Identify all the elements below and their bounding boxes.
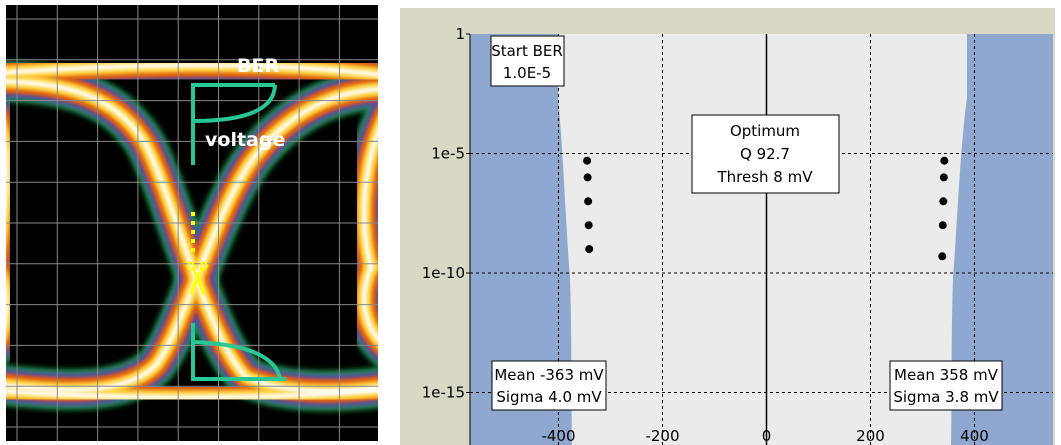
- scissors-icon: ✂: [170, 260, 224, 299]
- ber-curve-top: [192, 84, 277, 123]
- y-tick-label: 1: [455, 25, 465, 43]
- y-tick-label: 1e-10: [422, 264, 465, 282]
- ber-bracket-bottom: [191, 323, 286, 381]
- left-stats-box: Mean -363 mV Sigma 4.0 mV: [491, 360, 607, 411]
- eye-traces: [6, 45, 378, 418]
- optimum-box: Optimum Q 92.7 Thresh 8 mV: [691, 114, 840, 194]
- data-point: [940, 156, 949, 165]
- right-mean: Mean 358 mV: [894, 366, 999, 384]
- eye-trace-layer-4-1: [6, 78, 378, 394]
- ber-label: BER: [237, 55, 279, 77]
- start-ber-title: Start BER: [491, 42, 563, 60]
- data-point: [583, 156, 592, 165]
- ber-bracket-top: [191, 83, 275, 165]
- bathtub-chart: 1 1e-5 1e-10 1e-15 -400 -200 0 200 400 Start BE…: [422, 25, 1053, 445]
- ber-curve-bottom: [192, 340, 282, 380]
- y-tick-label: 1e-5: [431, 145, 465, 163]
- data-point: [939, 173, 948, 182]
- eye-diagram-panel: ✂ BER voltage: [6, 5, 378, 441]
- x-axis: -400 -200 0 200 400: [541, 427, 988, 445]
- x-tick-label: -200: [645, 427, 679, 445]
- right-stats-box: Mean 358 mV Sigma 3.8 mV: [889, 360, 1003, 411]
- ber-annotation: ✂ BER voltage: [170, 55, 286, 381]
- y-tick-label: 1e-15: [422, 384, 465, 402]
- right-sigma: Sigma 3.8 mV: [893, 388, 999, 406]
- left-sigma: Sigma 4.0 mV: [496, 388, 602, 406]
- data-point: [939, 197, 948, 206]
- shaded-regions: [470, 34, 1053, 445]
- eye-trace-layer-4-7: [361, 264, 378, 343]
- start-ber-box: Start BER 1.0E-5: [490, 35, 565, 87]
- eye-diagram: ✂ BER voltage: [6, 5, 378, 441]
- data-point: [938, 221, 947, 230]
- data-points: [583, 156, 949, 261]
- data-point: [585, 245, 594, 254]
- optimum-q: Q 92.7: [740, 145, 790, 163]
- x-tick-label: -400: [541, 427, 575, 445]
- start-ber-value: 1.0E-5: [503, 64, 551, 82]
- data-point: [938, 252, 947, 261]
- right-shaded-region: [951, 34, 1053, 445]
- left-mean: Mean -363 mV: [494, 366, 604, 384]
- data-point: [583, 173, 592, 182]
- x-tick-label: 400: [960, 427, 989, 445]
- data-point: [584, 197, 593, 206]
- y-axis: 1 1e-5 1e-10 1e-15: [422, 25, 470, 402]
- eye-trace-layer-4-3: [6, 388, 378, 400]
- optimum-title: Optimum: [730, 122, 800, 140]
- data-point: [584, 221, 593, 230]
- bathtub-chart-panel: 1 1e-5 1e-10 1e-15 -400 -200 0 200 400 Start BE…: [400, 8, 1055, 445]
- eye-trace-layer-4-6: [361, 126, 378, 270]
- optimum-thresh: Thresh 8 mV: [716, 168, 813, 186]
- x-tick-label: 0: [762, 427, 772, 445]
- voltage-label: voltage: [205, 129, 285, 151]
- x-tick-label: 200: [856, 427, 885, 445]
- left-shaded-region: [470, 34, 572, 445]
- eye-trace-layer-4-0: [6, 62, 378, 78]
